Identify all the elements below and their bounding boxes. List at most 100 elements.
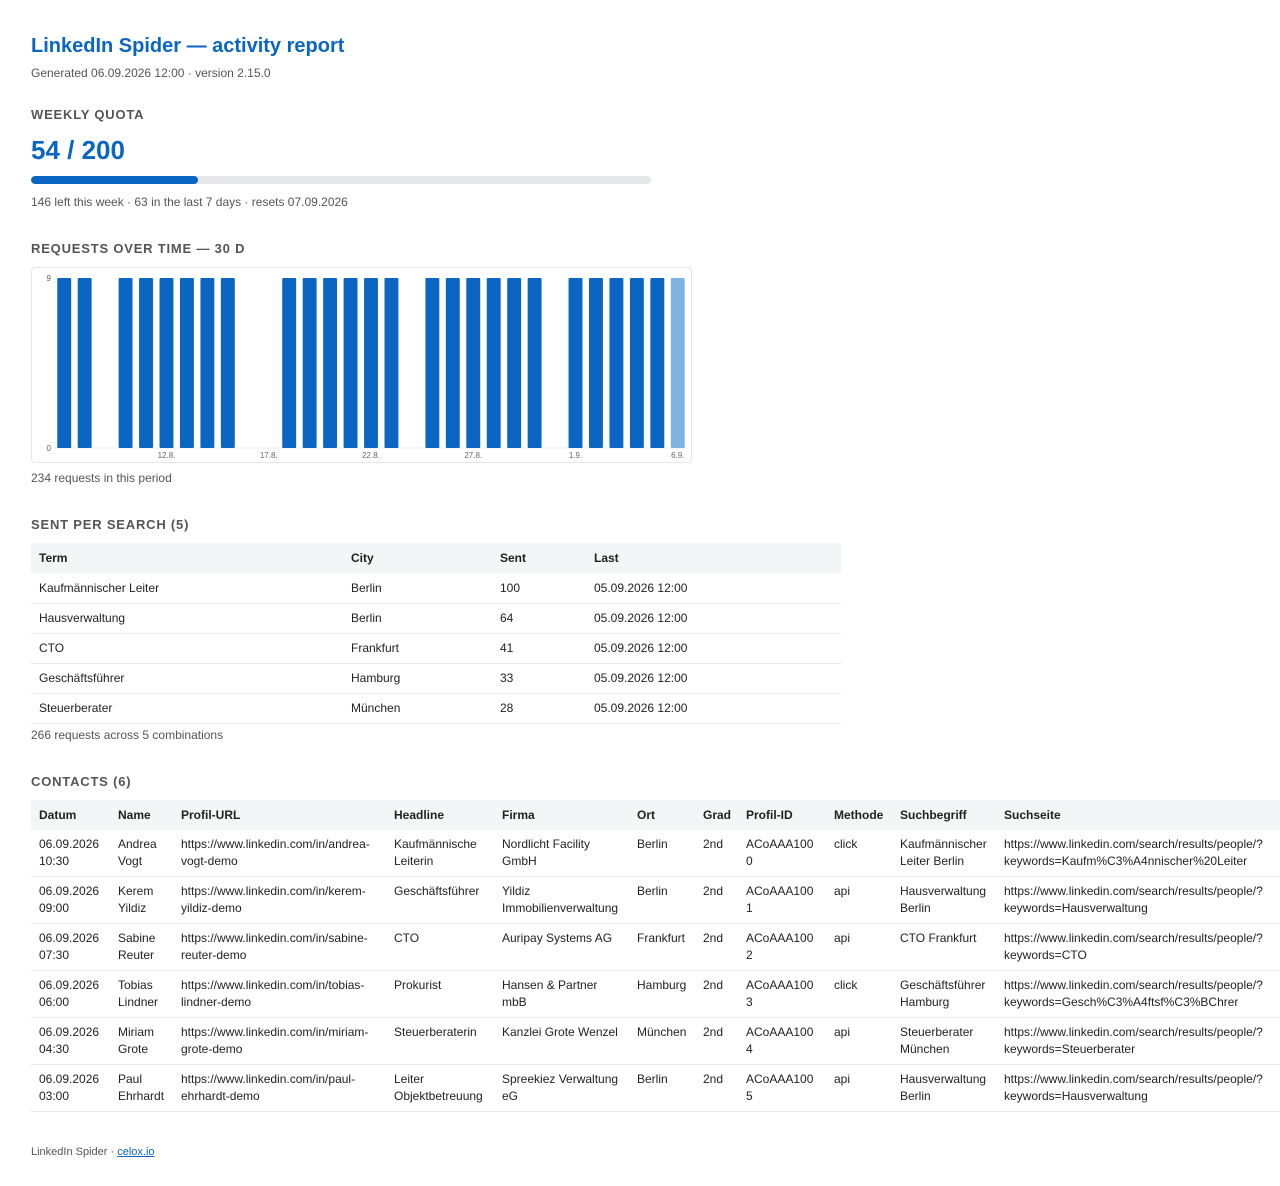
contacts-table-cell: Berlin <box>629 1064 695 1112</box>
sent-table-cell: Hausverwaltung <box>31 603 343 634</box>
contacts-table-cell: 2nd <box>695 876 738 924</box>
quota-progress-fill <box>31 176 199 184</box>
chart-bar <box>323 278 338 448</box>
chart-bar <box>220 278 235 448</box>
contacts-column-header: Profil-URL <box>173 799 386 830</box>
sent-table-cell: 28 <box>492 693 586 724</box>
sent-table-body: Kaufmännischer Leiter Berlin 100 05.09.2026… <box>31 573 841 724</box>
chart-bar <box>364 278 378 448</box>
contacts-table-cell: 06.09.2026 07:30 <box>31 923 110 971</box>
y-tick-label: 0 <box>47 444 52 453</box>
contacts-table: Datum Name Profil-URL Headline Firma Ort Grad P… <box>31 799 1280 1112</box>
chart-bar <box>589 278 603 448</box>
contacts-table-cell: Hausverwaltung Berlin <box>892 876 996 924</box>
sent-table-row: Geschäftsführer Hamburg 33 05.09.2026 12:00 <box>31 663 841 694</box>
footer-text: LinkedIn Spider · <box>31 1146 118 1158</box>
contacts-table-cell: Steuerberaterin <box>386 1017 494 1065</box>
chart-bar <box>139 278 153 448</box>
requests-section-title: REQUESTS OVER TIME — 30 D <box>31 241 246 256</box>
contacts-column-header: Methode <box>826 799 892 830</box>
chart-bar <box>57 278 72 448</box>
chart-bar <box>507 278 522 448</box>
chart-bar <box>343 278 358 448</box>
chart-bar <box>77 278 92 448</box>
contacts-table-cell: Sabine Reuter <box>110 923 173 971</box>
contacts-table-cell: https://www.linkedin.com/search/results/… <box>996 876 1280 924</box>
page-subtitle: Generated 06.09.2026 12:00 · version 2.1… <box>31 66 271 80</box>
contacts-table-cell: api <box>826 876 892 924</box>
sent-column-header: City <box>343 543 492 573</box>
contacts-table-cell: Geschäftsführer Hamburg <box>892 970 996 1018</box>
contacts-table-cell: ACoAAA1004 <box>738 1017 826 1065</box>
contacts-table-cell: München <box>629 1017 695 1065</box>
contacts-table-cell: 06.09.2026 10:30 <box>31 829 110 877</box>
x-tick-label: 1.9. <box>569 451 582 460</box>
contacts-table-header: Datum Name Profil-URL Headline Firma Ort Grad P… <box>31 799 1280 830</box>
x-tick-label: 27.8. <box>464 451 482 460</box>
chart-bar <box>425 278 440 448</box>
contacts-table-cell: https://www.linkedin.com/search/results/… <box>996 1064 1280 1112</box>
chart-bar <box>568 278 583 448</box>
contacts-column-header: Datum <box>31 799 110 830</box>
contacts-table-cell: https://www.linkedin.com/in/paul-ehrhard… <box>173 1064 386 1112</box>
contacts-column-header: Ort <box>629 799 695 830</box>
sent-section-title: SENT PER SEARCH (5) <box>31 517 190 532</box>
contacts-table-body: 06.09.2026 10:30 Andrea Vogt https://www.l… <box>31 829 1280 1112</box>
contacts-table-cell: ACoAAA1000 <box>738 829 826 877</box>
contacts-table-cell: api <box>826 923 892 971</box>
contacts-table-cell: https://www.linkedin.com/search/results/… <box>996 923 1280 971</box>
contacts-column-header: Suchbegriff <box>892 799 996 830</box>
x-tick-label: 22.8. <box>362 451 380 460</box>
sent-table-row: Steuerberater München 28 05.09.2026 12:00 <box>31 693 841 724</box>
chart-bar <box>445 278 460 448</box>
chart-bar <box>282 278 297 448</box>
contacts-table-cell: click <box>826 829 892 877</box>
chart-bar <box>118 278 133 448</box>
contacts-table-cell: https://www.linkedin.com/search/results/… <box>996 829 1280 877</box>
contacts-table-cell: 2nd <box>695 1017 738 1065</box>
chart-bar <box>670 278 685 448</box>
contacts-table-cell: Steuerberater München <box>892 1017 996 1065</box>
contacts-table-cell: 2nd <box>695 1064 738 1112</box>
sent-table-cell: 41 <box>492 633 586 664</box>
sent-table-cell: 100 <box>492 573 586 604</box>
sent-table-cell: 05.09.2026 12:00 <box>586 633 841 664</box>
contacts-table-row: 06.09.2026 07:30 Sabine Reuter https://www… <box>31 923 1280 971</box>
requests-chart-svg: 0 9 12.8. 17.8. 22.8. 27.8. 1.9. 6.9. <box>47 274 688 460</box>
contacts-table-cell: Berlin <box>629 876 695 924</box>
footer: LinkedIn Spider · celox.io <box>31 1146 1280 1158</box>
sent-table-cell: CTO <box>31 633 343 664</box>
contacts-column-header: Firma <box>494 799 629 830</box>
footer-link[interactable]: celox.io <box>117 1146 155 1158</box>
page-title: LinkedIn Spider — activity report <box>31 35 345 57</box>
sent-table-cell: Berlin <box>343 603 492 634</box>
sent-table-cell: 05.09.2026 12:00 <box>586 603 841 634</box>
contacts-table-cell: Leiter Objektbetreuung <box>386 1064 494 1112</box>
contacts-table-cell: Hamburg <box>629 970 695 1018</box>
contacts-table-row: 06.09.2026 09:00 Kerem Yildiz https://www.… <box>31 876 1280 924</box>
contacts-table-cell: 06.09.2026 09:00 <box>31 876 110 924</box>
quota-value: 54 / 200 <box>31 135 125 165</box>
sent-table-cell: Hamburg <box>343 663 492 694</box>
sent-table: Term City Sent Last Kaufmännischer Leiter Be… <box>31 543 841 724</box>
sent-column-header: Sent <box>492 543 586 573</box>
sent-table-cell: Steuerberater <box>31 693 343 724</box>
contacts-table-cell: Miriam Grote <box>110 1017 173 1065</box>
contacts-table-cell: 2nd <box>695 970 738 1018</box>
contacts-table-cell: Kerem Yildiz <box>110 876 173 924</box>
contacts-column-header: Headline <box>386 799 494 830</box>
sent-column-header: Last <box>586 543 841 573</box>
contacts-table-cell: ACoAAA1003 <box>738 970 826 1018</box>
contacts-table-cell: ACoAAA1001 <box>738 876 826 924</box>
contacts-table-cell: https://www.linkedin.com/in/sabine-reute… <box>173 923 386 971</box>
sent-table-row: Hausverwaltung Berlin 64 05.09.2026 12:00 <box>31 603 841 634</box>
sent-table-cell: 33 <box>492 663 586 694</box>
sent-table-cell: Kaufmännischer Leiter <box>31 573 343 604</box>
chart-bar <box>486 278 501 448</box>
contacts-table-cell: CTO <box>386 923 494 971</box>
contacts-table-cell: ACoAAA1005 <box>738 1064 826 1112</box>
chart-bar <box>384 278 399 448</box>
sent-table-cell: Berlin <box>343 573 492 604</box>
chart-bar <box>159 278 174 448</box>
contacts-column-header: Name <box>110 799 173 830</box>
